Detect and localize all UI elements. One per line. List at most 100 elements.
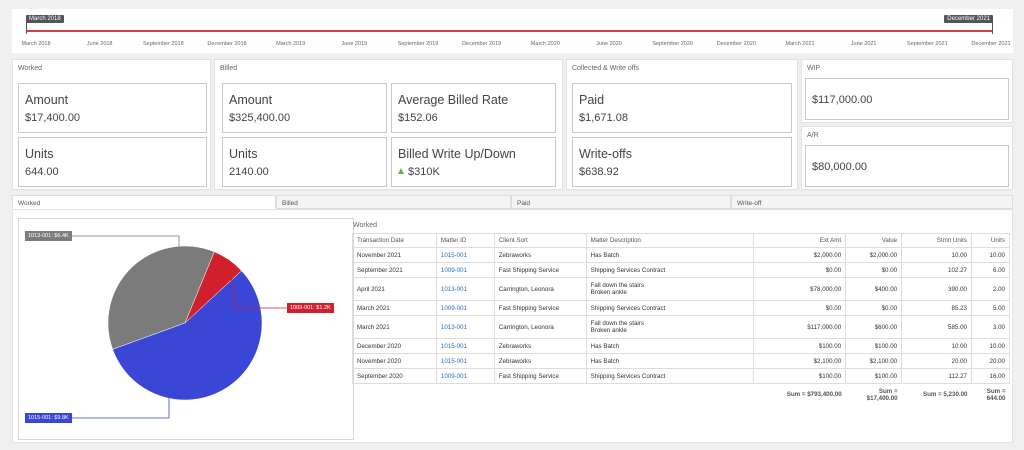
timeline-end-handle[interactable]: December 2021 [944, 15, 993, 23]
timeline-tick-label: March 2021 [785, 41, 815, 47]
table-cell: 10.00 [901, 338, 972, 354]
table-row[interactable]: December 2020 1015-001 Zebraworks Has Batch… [352, 338, 1011, 354]
table-cell: 1009-001 [435, 262, 495, 278]
wip-panel: WIP $117,000.00 [801, 59, 1013, 123]
table-cell: Has Batch [585, 338, 755, 354]
table-row[interactable]: April 2021 1013-001 Carrington, Leonora Fal… [352, 277, 1011, 301]
pie-leader-line [71, 388, 170, 419]
tab-paid[interactable]: Paid [511, 195, 731, 209]
table-cell: 1009-001 [435, 300, 495, 316]
timeline-tick-label: December 2019 [462, 41, 502, 47]
matter-id-link[interactable]: 1015-001 [440, 251, 468, 259]
writeoffs-card: Write-offs $638.92 [572, 137, 792, 187]
worked-detail-panel: 1013-001: $6.4K 1009-001: $1.2K 1015-001: … [12, 209, 1013, 443]
table-cell: $0.00 [753, 262, 847, 278]
table-row[interactable]: September 2020 1009-001 Fast Shipping Serv… [352, 368, 1011, 384]
billed-write-up-down-label: Billed Write Up/Down [398, 147, 516, 161]
matter-id-link[interactable]: 1013-001 [440, 285, 468, 293]
billed-amount-value: $325,400.00 [229, 112, 291, 124]
column-sum: Sum = $17,400.00 [866, 387, 898, 402]
table-cell: Fast Shipping Service [493, 262, 587, 278]
matter-id-link[interactable]: 1013-001 [440, 323, 468, 331]
table-cell: 112.27 [901, 368, 972, 384]
table-cell: $2,000.00 [845, 247, 903, 263]
table-row[interactable]: November 2020 1015-001 Zebraworks Has Batch… [352, 353, 1011, 369]
column-header[interactable]: Units [970, 233, 1011, 248]
pie-slice-label: 1009-001: $1.2K [287, 303, 334, 313]
column-sum: Sum = 644.00 [986, 387, 1006, 402]
table-cell: 10.00 [970, 338, 1011, 354]
table-cell: Has Batch [585, 247, 755, 263]
ar-card: $80,000.00 [805, 145, 1009, 187]
pie-slice-1015-001[interactable] [112, 270, 263, 401]
matter-id-link[interactable]: 1009-001 [440, 304, 468, 312]
sum-spacer [353, 384, 754, 406]
table-cell: $2,100.00 [753, 353, 847, 369]
column-header[interactable]: Matter Description [585, 233, 755, 248]
table-cell: $100.00 [753, 338, 847, 354]
tab-billed[interactable]: Billed [276, 195, 511, 209]
collected-panel-title: Collected & Write offs [572, 65, 640, 72]
table-header-row: Transaction Date Matter ID Client Sort Matt… [352, 233, 1011, 248]
worked-amount-card: Amount $17,400.00 [18, 83, 207, 133]
table-row[interactable]: March 2021 1013-001 Carrington, Leonora Fal… [352, 315, 1011, 339]
table-cell: 585.00 [901, 315, 972, 339]
writeoffs-value: $638.92 [579, 166, 619, 178]
column-header[interactable]: Ext Amt [753, 233, 847, 248]
timeline-tick-label: June 2018 [86, 41, 113, 47]
column-header[interactable]: Stmn Units [901, 233, 972, 248]
cell-line: Fall down the stairs [590, 320, 644, 327]
matter-id-link[interactable]: 1015-001 [440, 342, 468, 350]
tab-write-off[interactable]: Write-off [731, 195, 1013, 209]
worked-panel-title: Worked [18, 65, 42, 72]
table-cell: Fall down the stairs Broken ankle [585, 315, 755, 339]
table-cell: $600.00 [845, 315, 903, 339]
date-range-timeline[interactable]: March 2018 December 2021 March 2018 June … [12, 9, 1013, 53]
column-header[interactable]: Transaction Date [352, 233, 437, 248]
ar-value: $80,000.00 [812, 161, 868, 173]
table-cell: 20.00 [970, 353, 1011, 369]
pie-slice-1013-001[interactable] [107, 245, 215, 350]
timeline-tick-label: June 2019 [341, 41, 368, 47]
timeline-start-handle[interactable]: March 2018 [26, 15, 64, 23]
average-billed-rate-card: Average Billed Rate $152.06 [391, 83, 556, 133]
timeline-tick-label: September 2018 [142, 41, 184, 47]
matter-id-link[interactable]: 1015-001 [440, 357, 468, 365]
table-row[interactable]: September 2021 1009-001 Fast Shipping Serv… [352, 262, 1011, 278]
table-cell: Shipping Services Contract [585, 300, 755, 316]
wip-value: $117,000.00 [812, 94, 873, 106]
column-header[interactable]: Matter ID [435, 233, 495, 248]
table-cell: $100.00 [845, 338, 903, 354]
collected-writeoffs-panel: Collected & Write offs Paid $1,671.08 Wr… [566, 59, 798, 190]
timeline-track[interactable] [26, 30, 993, 32]
table-row[interactable]: November 2021 1015-001 Zebraworks Has Batch… [352, 247, 1011, 263]
timeline-tick-label: December 2020 [716, 41, 756, 47]
table-cell: Carrington, Leonora [493, 277, 587, 301]
worked-amount-value: $17,400.00 [25, 112, 81, 124]
tab-worked[interactable]: Worked [12, 195, 276, 209]
writeoffs-label: Write-offs [579, 147, 633, 161]
timeline-tick-label: December 2018 [207, 41, 247, 47]
billed-amount-card: Amount $325,400.00 [222, 83, 387, 133]
timeline-tick-label: June 2020 [596, 41, 622, 47]
table-cell: $100.00 [753, 368, 847, 384]
detail-tabs: Worked Billed Paid Write-off [12, 195, 1013, 209]
table-cell: 20.00 [901, 353, 972, 369]
table-cell: 5.00 [970, 300, 1011, 316]
worked-panel: Worked Amount $17,400.00 Units 644.00 [12, 59, 211, 190]
matter-id-link[interactable]: 1009-001 [440, 266, 468, 274]
matter-id-link[interactable]: 1009-001 [440, 372, 468, 380]
column-header[interactable]: Value [845, 233, 903, 248]
table-title: Worked [353, 222, 377, 229]
timeline-end-marker [992, 22, 993, 34]
table-cell: Fast Shipping Service [493, 368, 587, 384]
timeline-tick-label: September 2019 [397, 41, 439, 47]
wip-card: $117,000.00 [805, 78, 1009, 120]
table-row[interactable]: March 2021 1009-001 Fast Shipping Service S… [352, 300, 1011, 316]
table-cell: Carrington, Leonora [493, 315, 587, 339]
worked-amount-label: Amount [25, 93, 69, 107]
table-cell: 2.00 [970, 277, 1011, 301]
table-cell: Has Batch [585, 353, 755, 369]
column-header[interactable]: Client Sort [493, 233, 587, 248]
table-cell: $0.00 [845, 300, 903, 316]
